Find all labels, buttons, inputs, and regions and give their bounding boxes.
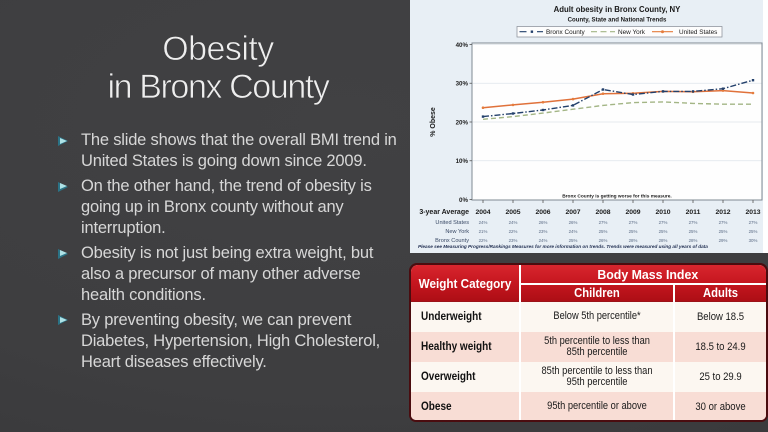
svg-text:28%: 28% [689, 238, 698, 243]
svg-text:28%: 28% [659, 238, 668, 243]
svg-text:21%: 21% [479, 229, 488, 234]
svg-text:Please see Measuring Progress/: Please see Measuring Progress/Rankings M… [418, 244, 708, 249]
svg-text:29%: 29% [719, 238, 728, 243]
svg-text:25%: 25% [749, 229, 758, 234]
svg-text:2010: 2010 [655, 209, 670, 216]
svg-text:26%: 26% [599, 238, 608, 243]
svg-text:25%: 25% [659, 229, 668, 234]
svg-text:25%: 25% [689, 229, 698, 234]
svg-text:2013: 2013 [745, 209, 760, 216]
svg-text:2006: 2006 [535, 209, 550, 216]
svg-text:30%: 30% [456, 81, 469, 88]
svg-text:22%: 22% [509, 229, 518, 234]
svg-text:40%: 40% [456, 42, 469, 49]
svg-text:United States: United States [435, 220, 469, 226]
svg-text:% Obese: % Obese [430, 107, 437, 137]
svg-text:2004: 2004 [475, 209, 490, 216]
svg-text:23%: 23% [539, 229, 548, 234]
svg-text:30%: 30% [749, 238, 758, 243]
svg-text:2007: 2007 [565, 209, 580, 216]
svg-text:24%: 24% [479, 220, 488, 225]
svg-text:2005: 2005 [505, 209, 520, 216]
svg-text:2009: 2009 [625, 209, 640, 216]
svg-text:26%: 26% [569, 220, 578, 225]
svg-text:28%: 28% [629, 238, 638, 243]
svg-text:25%: 25% [599, 229, 608, 234]
svg-text:27%: 27% [689, 220, 698, 225]
svg-text:United States: United States [679, 29, 717, 36]
svg-text:25%: 25% [719, 229, 728, 234]
svg-text:Adult obesity in Bronx County,: Adult obesity in Bronx County, NY [554, 5, 682, 14]
svg-text:New York: New York [618, 29, 646, 36]
svg-text:27%: 27% [629, 220, 638, 225]
svg-text:27%: 27% [599, 220, 608, 225]
svg-text:27%: 27% [719, 220, 728, 225]
svg-text:0%: 0% [459, 197, 468, 204]
svg-text:27%: 27% [749, 220, 758, 225]
svg-text:New York: New York [445, 229, 469, 235]
svg-text:24%: 24% [539, 238, 548, 243]
svg-text:20%: 20% [456, 120, 469, 127]
svg-text:10%: 10% [456, 158, 469, 165]
svg-text:2011: 2011 [686, 209, 701, 216]
svg-text:24%: 24% [509, 220, 518, 225]
svg-text:County, State and National Tre: County, State and National Trends [568, 17, 667, 24]
svg-text:Bronx County: Bronx County [435, 238, 469, 244]
svg-text:3-year Average: 3-year Average [419, 209, 469, 216]
svg-text:24%: 24% [569, 229, 578, 234]
svg-text:Bronx County is getting worse: Bronx County is getting worse for this m… [562, 193, 672, 199]
svg-text:22%: 22% [479, 238, 488, 243]
svg-text:25%: 25% [629, 229, 638, 234]
svg-text:2008: 2008 [595, 209, 610, 216]
svg-text:Bronx County: Bronx County [546, 29, 586, 36]
svg-text:25%: 25% [569, 238, 578, 243]
svg-text:23%: 23% [509, 238, 518, 243]
svg-text:2012: 2012 [715, 209, 730, 216]
svg-text:26%: 26% [539, 220, 548, 225]
svg-text:27%: 27% [659, 220, 668, 225]
